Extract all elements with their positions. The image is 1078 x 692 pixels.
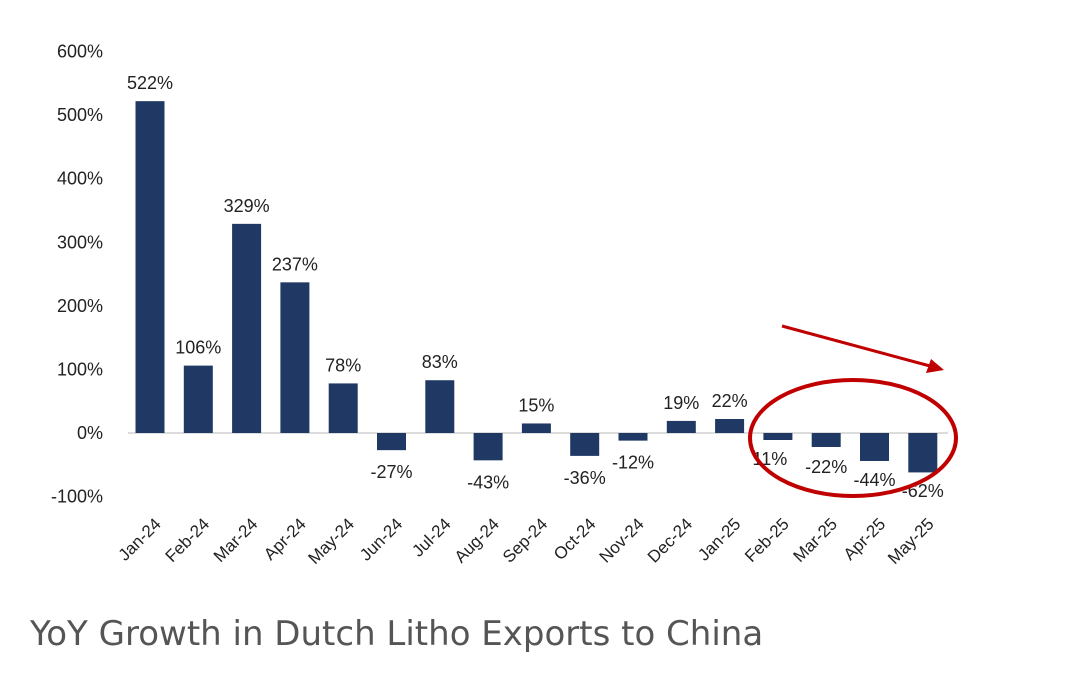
chart-caption: YoY Growth in Dutch Litho Exports to Chi… (30, 614, 764, 654)
trend-arrow-head (926, 359, 944, 373)
y-axis: 600% 500% 400% 300% 200% 100% 0% -100% (51, 42, 103, 507)
data-label: -27% (370, 462, 412, 482)
data-label: -43% (467, 472, 509, 492)
bar-may-25 (908, 433, 938, 473)
bar-aug-24 (473, 433, 503, 461)
bar-feb-24 (183, 365, 213, 433)
y-tick-label: 0% (77, 423, 103, 443)
x-tick-label: Oct-24 (550, 514, 600, 564)
x-tick-label: Mar-25 (790, 514, 842, 566)
bar-apr-25 (860, 433, 889, 461)
x-tick-label: Jan-25 (694, 514, 744, 564)
bar-jan-25 (715, 419, 745, 433)
bar-oct-24 (570, 433, 600, 456)
x-tick-label: May-24 (305, 514, 359, 568)
bar-sep-24 (521, 423, 551, 433)
data-label: -22% (805, 457, 847, 477)
highlight-ellipse (748, 378, 958, 498)
data-label: 106% (175, 338, 221, 358)
x-tick-label: Mar-24 (210, 514, 262, 566)
x-tick-label: Dec-24 (644, 514, 696, 566)
bar-jan-24 (135, 101, 165, 433)
bar-feb-25 (763, 433, 793, 440)
data-label: -44% (853, 470, 895, 490)
y-tick-label: 200% (57, 296, 103, 316)
data-label: -36% (564, 468, 606, 488)
x-tick-label: Feb-24 (162, 514, 214, 566)
data-label: 83% (422, 352, 458, 372)
bars (135, 101, 938, 473)
data-label: 329% (224, 196, 270, 216)
x-tick-label: Jul-24 (408, 514, 454, 560)
data-label: 15% (518, 395, 554, 415)
bar-mar-25 (811, 433, 841, 447)
x-tick-label: May-25 (884, 514, 938, 568)
y-tick-label: -100% (51, 487, 103, 507)
data-label: 237% (272, 254, 318, 274)
x-tick-label: Jun-24 (356, 514, 406, 564)
y-tick-label: 300% (57, 232, 103, 252)
x-tick-label: Aug-24 (451, 514, 503, 566)
trend-annotation (748, 324, 958, 498)
y-tick-label: 100% (57, 359, 103, 379)
y-tick-label: 500% (57, 105, 103, 125)
data-label: 22% (712, 391, 748, 411)
data-label: 522% (127, 73, 173, 93)
bar-apr-24 (280, 282, 310, 433)
x-tick-label: Feb-25 (741, 514, 793, 566)
data-label: -62% (902, 481, 944, 501)
bar-dec-24 (666, 420, 696, 433)
y-tick-label: 400% (57, 169, 103, 189)
data-label: -12% (612, 453, 654, 473)
bar-nov-24 (618, 433, 648, 441)
data-label: 78% (325, 355, 361, 375)
data-label: 19% (663, 393, 699, 413)
bar-jun-24 (377, 433, 406, 451)
y-tick-label: 600% (57, 42, 103, 62)
bar-may-24 (328, 383, 358, 433)
x-tick-label: Apr-24 (260, 514, 310, 564)
x-tick-label: Jan-24 (115, 514, 165, 564)
chart: 600% 500% 400% 300% 200% 100% 0% -100% 522% 106%… (51, 42, 958, 568)
bar-mar-24 (232, 223, 262, 433)
data-labels: 522% 106% 329% 237% 78% -27% 83% -43% 15% -36% -12… (127, 73, 944, 501)
trend-arrow-line (781, 324, 931, 368)
x-tick-label: Nov-24 (596, 514, 648, 566)
x-tick-label: Sep-24 (499, 514, 551, 566)
bar-jul-24 (425, 380, 455, 433)
x-tick-label: Apr-25 (840, 514, 890, 564)
